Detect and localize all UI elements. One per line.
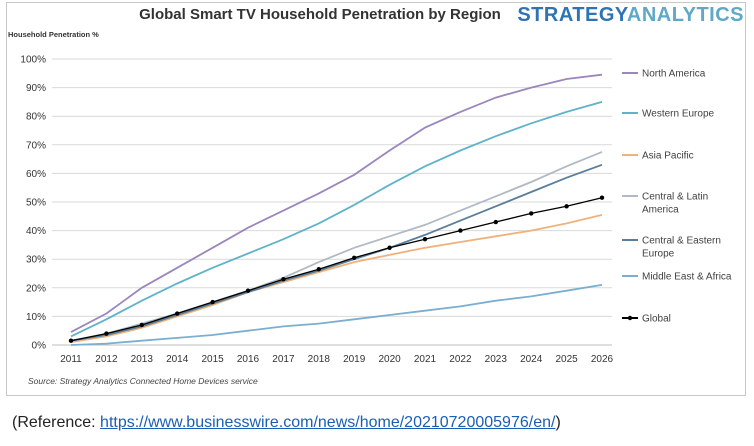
legend-label: Asia Pacific <box>642 151 694 162</box>
x-tick-label: 2014 <box>166 354 189 365</box>
series-point <box>422 236 428 242</box>
x-tick-label: 2012 <box>95 354 118 365</box>
y-tick-label: 50% <box>26 198 46 209</box>
y-tick-label: 60% <box>26 169 46 180</box>
reference-note: (Reference: https://www.businesswire.com… <box>12 414 561 431</box>
series-point <box>68 338 74 343</box>
x-tick-label: 2023 <box>485 354 508 365</box>
reference-link[interactable]: https://www.businesswire.com/news/home/2… <box>100 414 556 431</box>
y-tick-label: 90% <box>26 83 46 94</box>
chart-frame <box>6 2 746 396</box>
series-point <box>564 204 569 209</box>
legend-label: America <box>642 205 679 216</box>
series-point <box>387 245 392 250</box>
x-tick-label: 2016 <box>237 354 260 365</box>
series-point <box>175 311 180 316</box>
x-tick-label: 2020 <box>378 354 401 365</box>
legend-label: Central & Latin <box>642 192 708 203</box>
x-tick-label: 2024 <box>520 354 543 365</box>
series-point <box>316 267 321 272</box>
legend-label: Europe <box>642 249 675 260</box>
legend-label: Middle East & Africa <box>642 272 732 283</box>
source-note: Source: Strategy Analytics Connected Hom… <box>28 376 258 386</box>
legend-label: Global <box>642 314 671 325</box>
y-tick-label: 40% <box>26 226 46 237</box>
y-tick-label: 20% <box>26 283 46 294</box>
x-tick-label: 2026 <box>591 354 614 365</box>
brand-logo: STRATEGYANALYTICS <box>517 4 744 26</box>
y-tick-label: 10% <box>26 312 46 323</box>
y-tick-label: 70% <box>26 140 46 151</box>
x-tick-label: 2015 <box>201 354 224 365</box>
series-point <box>529 211 534 216</box>
y-tick-label: 100% <box>20 55 46 66</box>
series-point <box>104 331 109 336</box>
x-tick-label: 2025 <box>555 354 578 365</box>
series-point <box>281 277 286 282</box>
x-tick-label: 2013 <box>131 354 154 365</box>
x-tick-label: 2021 <box>414 354 437 365</box>
legend-label: North America <box>642 69 706 80</box>
series-line <box>70 214 603 343</box>
series-line <box>70 73 603 333</box>
series-point <box>245 288 251 293</box>
y-tick-label: 0% <box>32 341 47 352</box>
series-point <box>599 195 605 200</box>
x-tick-label: 2018 <box>308 354 331 365</box>
series-point <box>493 219 498 225</box>
series-point <box>352 255 357 260</box>
x-tick-label: 2011 <box>60 354 82 365</box>
y-tick-label: 80% <box>26 112 46 123</box>
series-point <box>210 299 215 305</box>
series-point <box>139 322 144 328</box>
y-axis-label: Household Penetration % <box>8 30 99 39</box>
chart-title: Global Smart TV Household Penetration by… <box>139 6 501 23</box>
legend-label: Western Europe <box>642 109 715 120</box>
series-line <box>70 163 603 342</box>
legend-marker <box>627 315 633 321</box>
series-line <box>70 101 603 338</box>
x-tick-label: 2022 <box>449 354 472 365</box>
series-line <box>70 284 603 346</box>
legend-label: Central & Eastern <box>642 236 721 247</box>
x-tick-label: 2019 <box>343 354 366 365</box>
series-line <box>70 151 603 342</box>
x-tick-label: 2017 <box>272 354 295 365</box>
series-line <box>70 197 603 342</box>
series-point <box>458 228 463 233</box>
y-tick-label: 30% <box>26 255 46 266</box>
